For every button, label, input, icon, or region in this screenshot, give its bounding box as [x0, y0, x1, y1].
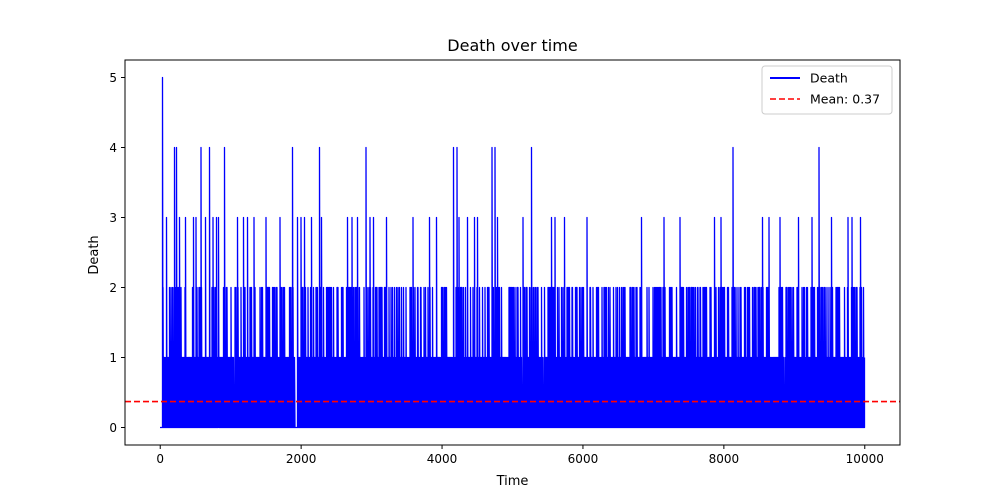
- x-tick-label: 4000: [427, 452, 458, 466]
- data-layer: [125, 76, 900, 429]
- x-tick-label: 0: [156, 452, 164, 466]
- y-tick-label: 4: [109, 141, 117, 155]
- legend: Death Mean: 0.37: [761, 65, 893, 115]
- x-tick-label: 10000: [846, 452, 884, 466]
- x-axis-label: Time: [496, 474, 529, 489]
- y-axis-ticks: 0 1 2 3 4 5: [109, 71, 125, 435]
- chart-title: Death over time: [447, 36, 577, 55]
- plot-area-frame: [124, 59, 901, 446]
- series-line-death: [159, 76, 866, 429]
- x-tick-label: 2000: [286, 452, 317, 466]
- legend-label-death: Death: [810, 71, 848, 86]
- x-tick-label: 8000: [709, 452, 740, 466]
- y-tick-label: 1: [109, 351, 117, 365]
- y-tick-label: 5: [109, 71, 117, 85]
- x-tick-label: 6000: [568, 452, 599, 466]
- y-axis-label: Death: [87, 235, 102, 274]
- y-tick-label: 0: [109, 421, 117, 435]
- legend-label-mean: Mean: 0.37: [810, 92, 880, 107]
- x-axis-ticks: 0 2000 4000 6000 8000 10000: [156, 445, 884, 466]
- y-tick-label: 3: [109, 211, 117, 225]
- y-tick-label: 2: [109, 281, 117, 295]
